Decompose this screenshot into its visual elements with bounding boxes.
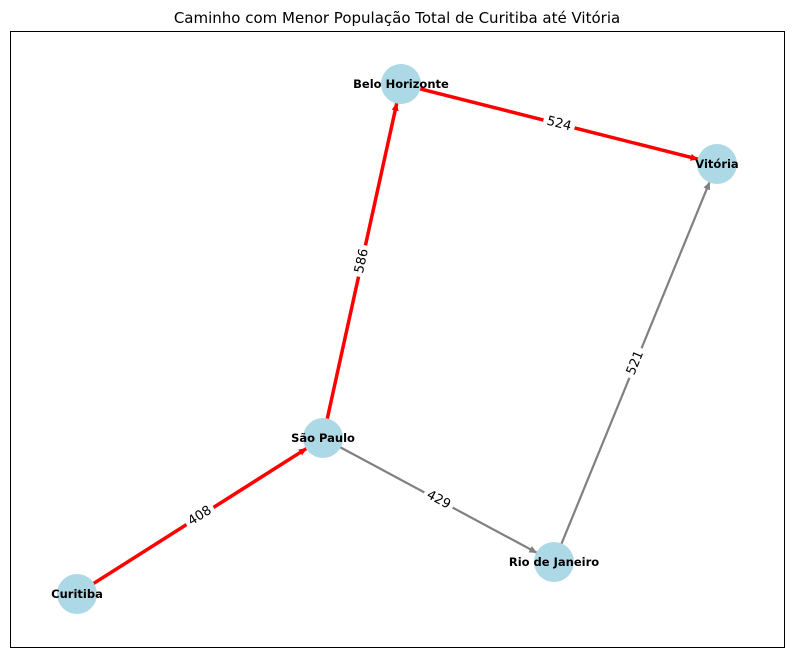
arrowhead-belo_horizonte-vitoria	[689, 153, 699, 161]
edge-weight-sao_paulo-rio_de_janeiro: 429	[420, 484, 457, 516]
edge-weight-background	[349, 243, 375, 279]
node-circle	[57, 574, 97, 614]
node-label: São Paulo	[291, 431, 355, 445]
arrowhead-sao_paulo-belo_horizonte	[391, 102, 399, 112]
edge-labels-layer: 408 586 524 429 521	[181, 111, 650, 533]
edge-weight-background	[181, 499, 219, 533]
plot-frame	[10, 31, 785, 648]
node-circle	[697, 144, 737, 184]
node-circle	[381, 64, 421, 104]
arrowhead-rio_de_janeiro-vitoria	[703, 181, 711, 191]
node-label: Rio de Janeiro	[509, 555, 599, 569]
node-label: Belo Horizonte	[353, 77, 449, 91]
node-circle	[534, 542, 574, 582]
edge-weight-background	[420, 484, 457, 516]
node-curitiba: Curitiba	[51, 574, 103, 614]
edge-weight-belo_horizonte-vitoria: 524	[541, 111, 577, 137]
node-vitoria: Vitória	[695, 144, 739, 184]
edge-weight-sao_paulo-belo_horizonte: 586	[349, 243, 375, 279]
edge-weight-text: 524	[545, 114, 573, 135]
chart-title: Caminho com Menor População Total de Cur…	[174, 9, 620, 27]
node-label: Vitória	[695, 157, 738, 171]
arrowhead-curitiba-sao_paulo	[298, 448, 307, 456]
edge-weight-curitiba-sao_paulo: 408	[181, 499, 219, 533]
edge-weight-rio_de_janeiro-vitoria: 521	[621, 344, 650, 382]
node-sao_paulo: São Paulo	[291, 418, 355, 458]
edges-layer	[92, 86, 711, 586]
nodes-layer: Curitiba São Paulo Belo Horizonte Vitória Ri…	[51, 64, 739, 614]
edge-weight-background	[621, 344, 650, 382]
edge-weight-text: 586	[352, 247, 372, 274]
node-circle	[303, 418, 343, 458]
node-belo_horizonte: Belo Horizonte	[353, 64, 449, 104]
arrowhead-sao_paulo-rio_de_janeiro	[528, 546, 538, 554]
edge-weight-background	[541, 111, 577, 137]
node-label: Curitiba	[51, 587, 103, 601]
node-rio_de_janeiro: Rio de Janeiro	[509, 542, 599, 582]
